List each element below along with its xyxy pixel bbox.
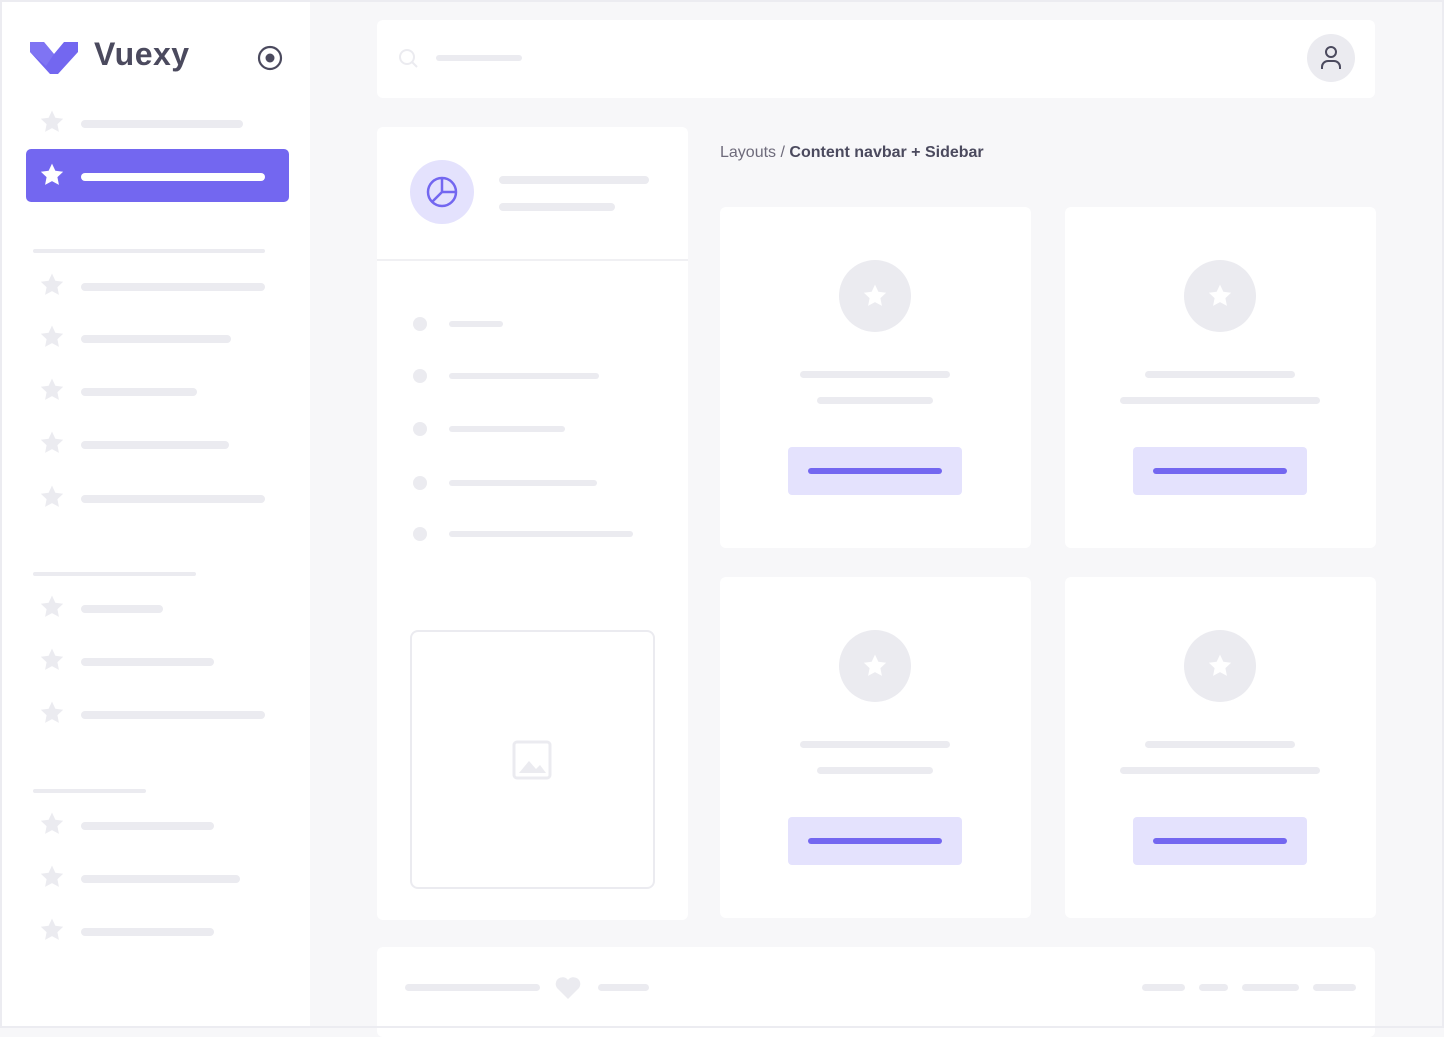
- sidebar-item-label[interactable]: [81, 928, 214, 936]
- list-item[interactable]: [449, 480, 597, 486]
- footer-text: [405, 984, 540, 991]
- vuexy-logo-icon: [30, 42, 78, 74]
- card-title: [1145, 371, 1295, 378]
- star-icon: [39, 864, 65, 890]
- star-icon: [39, 430, 65, 456]
- sidebar-item-label[interactable]: [81, 388, 197, 396]
- image-icon: [512, 740, 552, 780]
- card: [720, 577, 1031, 918]
- star-icon: [39, 647, 65, 673]
- breadcrumb-parent[interactable]: Layouts: [720, 144, 777, 161]
- sidebar-item-label[interactable]: [81, 441, 229, 449]
- section-header: [33, 572, 196, 576]
- footer-text: [598, 984, 649, 991]
- card: [720, 207, 1031, 548]
- list-bullet: [413, 527, 427, 541]
- breadcrumb-current: Content navbar + Sidebar: [789, 144, 984, 161]
- card-title: [1145, 741, 1295, 748]
- card-button[interactable]: [1133, 447, 1307, 495]
- list-item[interactable]: [449, 373, 599, 379]
- star-icon: [39, 700, 65, 726]
- avatar[interactable]: [1307, 34, 1355, 82]
- star-icon: [39, 594, 65, 620]
- card-title: [800, 371, 950, 378]
- star-icon: [39, 377, 65, 403]
- star-icon: [1184, 260, 1256, 332]
- heart-icon: [555, 977, 581, 999]
- breadcrumb-separator: /: [776, 144, 790, 161]
- star-icon: [839, 260, 911, 332]
- star-icon: [39, 484, 65, 510]
- navbar: [377, 20, 1375, 98]
- card-text: [817, 767, 933, 774]
- list-bullet: [413, 476, 427, 490]
- star-icon: [39, 272, 65, 298]
- brand-name: Vuexy: [94, 36, 190, 72]
- star-icon: [39, 162, 65, 188]
- star-icon: [39, 324, 65, 350]
- card: [1065, 207, 1376, 548]
- list-item[interactable]: [449, 321, 503, 327]
- sidebar-item-label[interactable]: [81, 875, 240, 883]
- star-icon: [39, 109, 65, 135]
- header-avatar: [410, 160, 474, 224]
- card-text: [817, 397, 933, 404]
- sidebar: Vuexy: [2, 2, 310, 1026]
- sidebar-item-label[interactable]: [81, 495, 265, 503]
- breadcrumb: Layouts / Content navbar + Sidebar: [720, 144, 984, 162]
- sidebar-item-label[interactable]: [81, 120, 243, 128]
- list-item[interactable]: [449, 426, 565, 432]
- placeholder-title: [499, 176, 649, 184]
- card-button[interactable]: [1133, 817, 1307, 865]
- user-icon: [1321, 46, 1341, 69]
- sidebar-item-label: [81, 173, 265, 181]
- star-icon: [839, 630, 911, 702]
- card-text: [1120, 767, 1320, 774]
- card-text: [1120, 397, 1320, 404]
- placeholder-subtitle: [499, 203, 615, 211]
- footer-link[interactable]: [1313, 984, 1356, 991]
- sidebar-item-label[interactable]: [81, 658, 214, 666]
- sidebar-item-label[interactable]: [81, 822, 214, 830]
- card-title: [800, 741, 950, 748]
- image-placeholder: [410, 630, 655, 889]
- divider: [377, 259, 688, 261]
- sidebar-item-label[interactable]: [81, 283, 265, 291]
- radio-circle-icon[interactable]: [256, 44, 284, 72]
- list-bullet: [413, 317, 427, 331]
- list-bullet: [413, 422, 427, 436]
- card: [1065, 577, 1376, 918]
- footer-link[interactable]: [1142, 984, 1185, 991]
- star-icon: [1184, 630, 1256, 702]
- content-sidebar: [377, 127, 688, 920]
- footer-link[interactable]: [1242, 984, 1299, 991]
- sidebar-item-label[interactable]: [81, 335, 231, 343]
- footer-link[interactable]: [1199, 984, 1228, 991]
- list-item[interactable]: [449, 531, 633, 537]
- card-button[interactable]: [788, 817, 962, 865]
- pie-chart-icon: [426, 176, 458, 208]
- list-bullet: [413, 369, 427, 383]
- sidebar-item-label[interactable]: [81, 711, 265, 719]
- section-header: [33, 249, 265, 253]
- section-header: [33, 789, 146, 793]
- search-icon[interactable]: [398, 48, 420, 70]
- footer: [377, 947, 1375, 1037]
- search-input[interactable]: [436, 55, 522, 61]
- star-icon: [39, 811, 65, 837]
- star-icon: [39, 917, 65, 943]
- sidebar-item-label[interactable]: [81, 605, 163, 613]
- card-button[interactable]: [788, 447, 962, 495]
